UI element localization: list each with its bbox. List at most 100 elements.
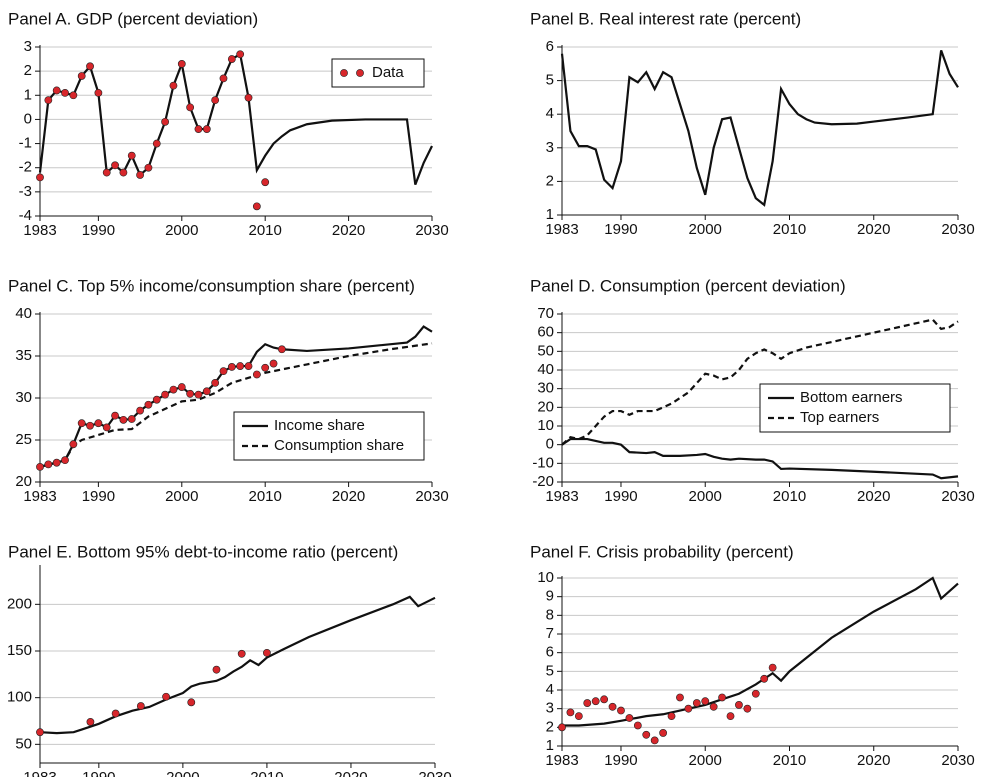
data-point <box>667 712 676 721</box>
series-line <box>561 437 959 480</box>
data-point <box>743 704 752 713</box>
data-point <box>751 689 760 698</box>
data-point <box>709 702 718 711</box>
y-tick-label: 10 <box>537 569 554 586</box>
x-tick-label: 1983 <box>23 488 56 505</box>
data-point <box>263 648 271 657</box>
data-point <box>625 714 634 722</box>
x-tick-label: 1983 <box>23 769 56 777</box>
panel-title: Panel F. Crisis probability (percent) <box>530 542 794 561</box>
x-tick-label: 1983 <box>23 222 56 239</box>
data-point <box>144 163 153 172</box>
data-point <box>676 693 684 702</box>
data-point <box>574 712 583 721</box>
data-point <box>760 674 769 683</box>
data-point <box>642 730 651 739</box>
legend-label: Income share <box>274 417 365 434</box>
y-tick-label: -2 <box>19 159 32 176</box>
y-tick-label: 40 <box>537 361 554 378</box>
y-tick-label: 20 <box>537 398 554 415</box>
data-point <box>650 736 659 745</box>
data-point <box>36 728 44 737</box>
y-tick-label: 2 <box>546 718 554 735</box>
y-tick-label: 6 <box>546 38 554 55</box>
y-tick-label: 1 <box>24 86 32 103</box>
y-tick-label: 30 <box>537 380 554 397</box>
y-tick-label: 35 <box>15 347 32 364</box>
panel-title: Panel D. Consumption (percent deviation) <box>530 276 846 295</box>
x-tick-label: 1983 <box>545 221 578 238</box>
panel-title: Panel B. Real interest rate (percent) <box>530 9 801 28</box>
series-line <box>38 52 433 186</box>
x-tick-label: 1990 <box>82 769 115 777</box>
data-point <box>77 419 86 428</box>
legend-box <box>759 383 951 433</box>
x-tick-label: 2000 <box>166 769 199 777</box>
data-point <box>202 387 211 396</box>
y-tick-label: 60 <box>537 324 554 341</box>
data-point <box>36 173 44 182</box>
data-point <box>591 697 600 706</box>
data-point <box>86 421 94 430</box>
y-tick-label: 5 <box>546 662 554 679</box>
data-point <box>633 721 642 730</box>
y-tick-label: 0 <box>24 110 32 127</box>
data-point <box>583 699 592 707</box>
data-point <box>61 456 69 465</box>
x-tick-label: 2020 <box>857 488 890 505</box>
data-point <box>136 406 144 415</box>
x-tick-label: 2030 <box>415 488 448 505</box>
y-tick-label: 150 <box>7 642 32 659</box>
data-point <box>211 378 220 387</box>
data-point <box>237 649 246 658</box>
y-tick-label: -10 <box>532 454 554 471</box>
series-line <box>560 49 959 207</box>
data-point <box>236 50 245 59</box>
x-tick-label: 1983 <box>545 752 578 769</box>
data-point <box>692 699 701 707</box>
data-point <box>152 395 161 404</box>
x-tick-label: 2020 <box>332 222 365 239</box>
x-tick-label: 2010 <box>249 488 282 505</box>
data-point <box>52 458 61 467</box>
series-line <box>562 576 959 727</box>
data-point <box>718 693 726 702</box>
y-tick-label: 200 <box>7 595 32 612</box>
data-point <box>608 702 617 711</box>
data-point <box>102 423 111 432</box>
data-point <box>187 698 196 707</box>
data-point <box>102 168 111 177</box>
data-point <box>277 345 286 354</box>
data-point <box>111 161 119 170</box>
x-tick-label: 2000 <box>165 488 198 505</box>
y-tick-label: 1 <box>546 206 554 223</box>
series-line <box>561 318 959 446</box>
x-tick-label: 2000 <box>689 752 722 769</box>
legend-box <box>233 411 425 461</box>
legend: Data <box>331 58 425 88</box>
data-point <box>127 151 136 160</box>
data-point <box>244 362 253 370</box>
y-tick-label: -1 <box>19 135 32 152</box>
x-tick-label: 2030 <box>941 752 974 769</box>
legend-label: Bottom earners <box>800 389 903 406</box>
data-point <box>252 370 261 379</box>
x-tick-label: 2010 <box>249 222 282 239</box>
data-point <box>684 704 693 713</box>
data-point <box>227 55 236 63</box>
data-point <box>111 709 120 718</box>
data-point <box>261 178 270 187</box>
data-point <box>269 359 278 368</box>
legend-marker <box>340 69 348 77</box>
x-tick-label: 2000 <box>689 488 722 505</box>
data-point <box>194 390 203 399</box>
y-tick-label: 0 <box>546 436 554 453</box>
panel: Panel B. Real interest rate (percent) 1 2 3… <box>530 9 975 237</box>
x-tick-label: 2020 <box>332 488 365 505</box>
data-point <box>161 117 170 126</box>
data-point <box>227 363 236 371</box>
data-point <box>244 93 253 102</box>
data-point <box>111 411 119 420</box>
data-point <box>36 462 44 471</box>
